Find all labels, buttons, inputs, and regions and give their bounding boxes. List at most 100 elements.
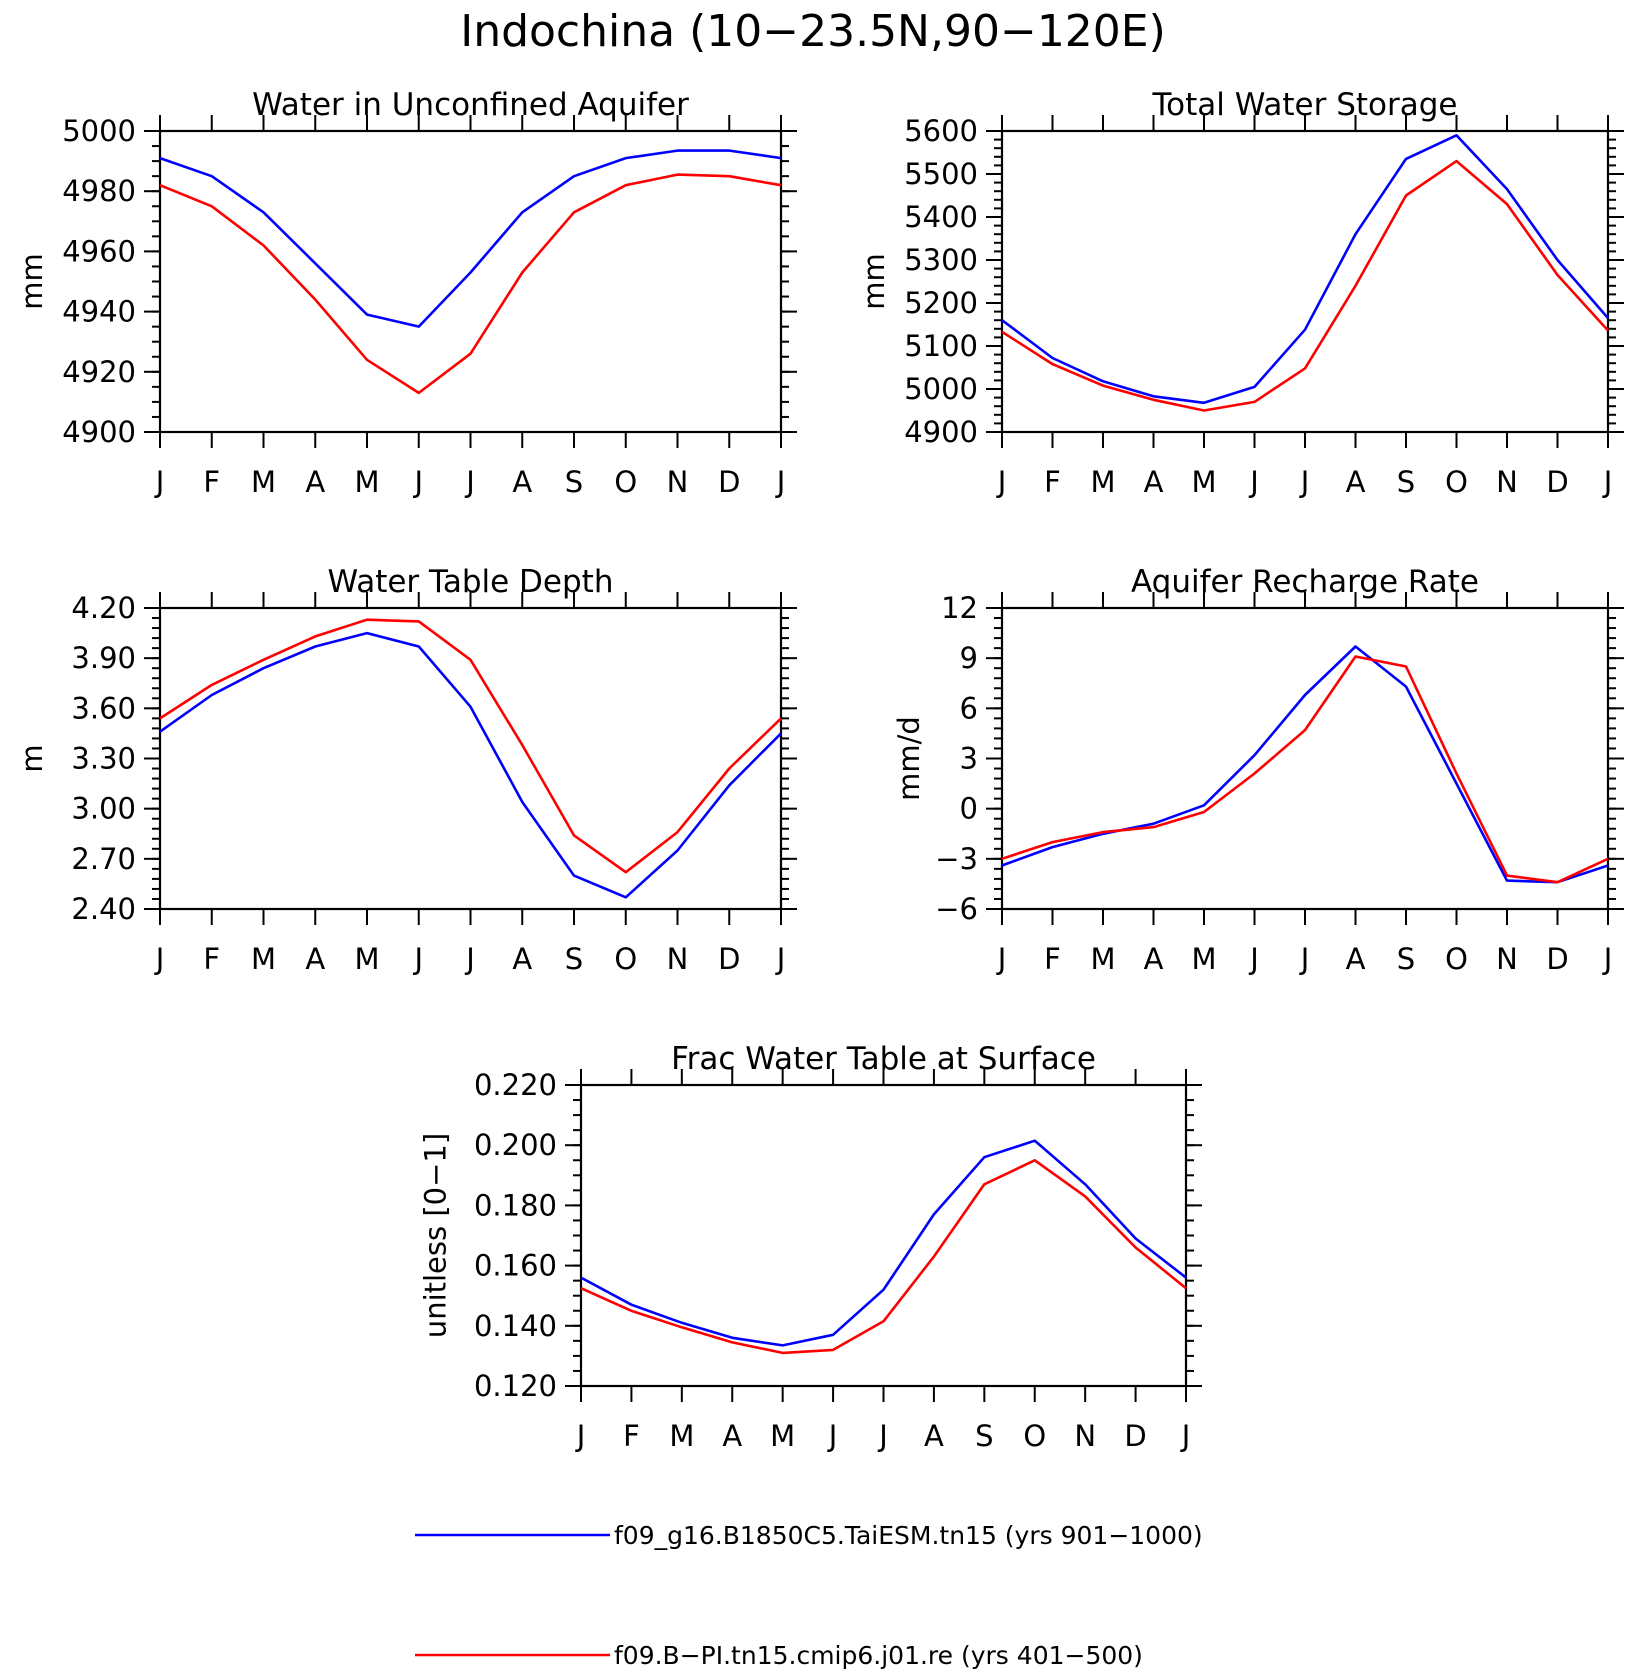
x-tick-label: J	[154, 465, 165, 499]
series-line-blue	[580, 1139, 1187, 1347]
x-tick-label: M	[1191, 465, 1216, 499]
x-tick-label: D	[1124, 1419, 1146, 1453]
x-tick-label: D	[718, 942, 740, 976]
x-tick-label: J	[1299, 465, 1310, 499]
series-line-red	[159, 618, 782, 874]
x-tick-label: F	[203, 465, 220, 499]
y-tick-label: 4920	[62, 355, 136, 389]
y-tick-label: 0.160	[474, 1249, 557, 1283]
axis-frame	[1000, 129, 1610, 434]
y-axis-label: m	[15, 744, 49, 772]
series-line-red	[1001, 655, 1609, 884]
y-tick-label: 4980	[62, 174, 136, 208]
y-axis-label: mm	[857, 253, 891, 310]
y-tick-label: 0.140	[474, 1309, 557, 1343]
x-tick-label: D	[718, 465, 740, 499]
y-tick-label: 5200	[904, 286, 978, 320]
y-tick-label: 5300	[904, 243, 978, 277]
legend-label: f09_g16.B1850C5.TaiESM.tn15 (yrs 901−100…	[614, 1521, 1203, 1550]
x-tick-label: S	[975, 1419, 993, 1453]
unconfined-aquifer-panel: Water in Unconfined Aquifer4900492049404…	[15, 87, 797, 499]
x-tick-label: J	[464, 465, 475, 499]
y-tick-label: 4900	[62, 415, 136, 449]
y-tick-label: 4940	[62, 295, 136, 329]
x-tick-label: A	[512, 465, 532, 499]
x-tick-label: J	[996, 465, 1007, 499]
x-tick-label: O	[614, 465, 637, 499]
x-tick-label: J	[412, 942, 423, 976]
x-tick-label: M	[354, 942, 379, 976]
y-tick-label: 5400	[904, 200, 978, 234]
y-tick-label: 4.20	[71, 591, 136, 625]
axis-frame	[158, 606, 783, 911]
x-tick-label: S	[565, 465, 583, 499]
x-tick-label: A	[305, 465, 325, 499]
y-tick-label: 0.200	[474, 1128, 557, 1162]
y-tick-label: 6	[960, 691, 978, 725]
x-tick-label: F	[1044, 465, 1061, 499]
x-tick-label: M	[770, 1419, 795, 1453]
y-tick-label: 0.180	[474, 1188, 557, 1222]
x-tick-label: J	[575, 1419, 586, 1453]
y-axis-label: mm	[15, 253, 49, 310]
x-tick-label: S	[1397, 942, 1415, 976]
x-tick-label: A	[305, 942, 325, 976]
y-tick-label: 3.60	[71, 691, 136, 725]
axis-frame	[1000, 606, 1610, 911]
y-tick-label: 5500	[904, 157, 978, 191]
y-tick-label: 3	[960, 742, 978, 776]
figure-title: Indochina (10−23.5N,90−120E)	[460, 6, 1166, 57]
axis-frame	[579, 1083, 1188, 1388]
y-tick-label: 3.90	[71, 641, 136, 675]
x-tick-label: J	[1248, 465, 1259, 499]
x-tick-label: A	[924, 1419, 944, 1453]
y-axis-label: unitless [0−1]	[419, 1133, 453, 1338]
y-tick-label: 3.30	[71, 742, 136, 776]
x-tick-label: D	[1546, 942, 1568, 976]
series-line-blue	[159, 149, 782, 328]
x-tick-label: J	[827, 1419, 838, 1453]
x-tick-label: A	[722, 1419, 742, 1453]
x-tick-label: N	[667, 942, 689, 976]
y-tick-label: 5100	[904, 329, 978, 363]
x-tick-label: F	[1044, 942, 1061, 976]
x-tick-label: J	[464, 942, 475, 976]
water-table-depth-panel: Water Table Depth2.402.703.003.303.603.9…	[15, 564, 797, 976]
x-tick-label: M	[1090, 465, 1115, 499]
series-line-red	[1001, 159, 1609, 412]
x-tick-label: M	[251, 942, 276, 976]
x-tick-label: M	[251, 465, 276, 499]
series-line-red	[580, 1159, 1187, 1355]
legend-label: f09.B−PI.tn15.cmip6.j01.re (yrs 401−500)	[614, 1641, 1143, 1670]
x-tick-label: J	[775, 942, 786, 976]
x-tick-label: A	[1144, 942, 1164, 976]
x-tick-label: J	[877, 1419, 888, 1453]
x-tick-label: J	[154, 942, 165, 976]
y-tick-label: 3.00	[71, 792, 136, 826]
x-tick-label: N	[1496, 465, 1518, 499]
frac-water-table-panel: Frac Water Table at Surface0.1200.1400.1…	[419, 1041, 1202, 1453]
total-water-storage-panel: Total Water Storage490050005100520053005…	[857, 87, 1624, 499]
legend: f09_g16.B1850C5.TaiESM.tn15 (yrs 901−100…	[415, 1521, 1203, 1670]
x-tick-label: J	[1299, 942, 1310, 976]
x-tick-label: J	[412, 465, 423, 499]
legend-entry: f09_g16.B1850C5.TaiESM.tn15 (yrs 901−100…	[415, 1521, 1203, 1550]
x-tick-label: A	[1144, 465, 1164, 499]
series-line-blue	[1001, 645, 1609, 884]
x-tick-label: N	[1074, 1419, 1096, 1453]
y-tick-label: 0.220	[474, 1068, 557, 1102]
x-tick-label: J	[775, 465, 786, 499]
panels: Water in Unconfined Aquifer4900492049404…	[15, 87, 1624, 1453]
x-tick-label: N	[1496, 942, 1518, 976]
y-tick-label: −6	[935, 892, 978, 926]
series-line-blue	[1001, 134, 1609, 405]
x-tick-label: O	[1023, 1419, 1046, 1453]
y-axis-label: mm/d	[892, 716, 926, 801]
x-tick-label: N	[667, 465, 689, 499]
x-tick-label: M	[1191, 942, 1216, 976]
legend-entry: f09.B−PI.tn15.cmip6.j01.re (yrs 401−500)	[415, 1641, 1143, 1670]
x-tick-label: A	[1346, 465, 1366, 499]
x-tick-label: M	[669, 1419, 694, 1453]
x-tick-label: J	[1180, 1419, 1191, 1453]
y-tick-label: 0.120	[474, 1369, 557, 1403]
